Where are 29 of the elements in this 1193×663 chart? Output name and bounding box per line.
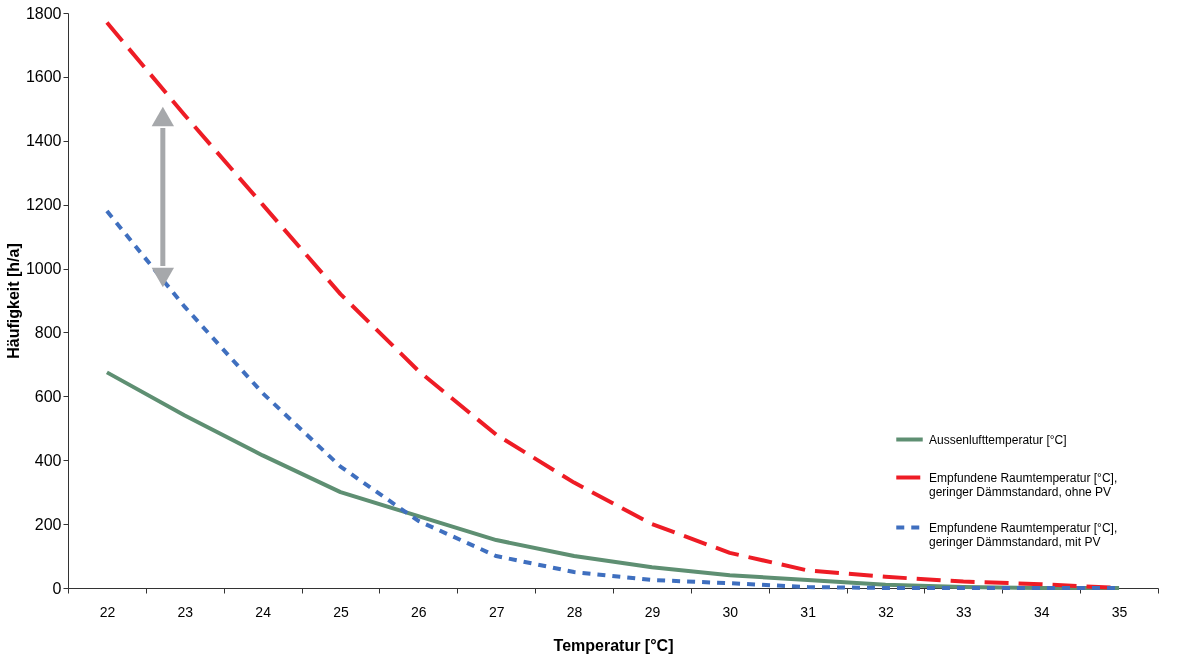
y-tick-label: 1200	[25, 196, 62, 214]
x-tick-label: 32	[878, 603, 894, 620]
legend-label: Empfundene Raumtemperatur [°C], geringer Dämmstandard, ohne PV	[929, 470, 1118, 499]
y-tick-label: 1400	[25, 132, 62, 150]
x-tick-label: 33	[956, 603, 972, 620]
x-tick-label: 30	[722, 603, 739, 620]
y-tick-label: 1000	[25, 260, 62, 278]
y-tick-label: 200	[34, 515, 62, 533]
y-axis-title: Häufigkeit [h/a]	[4, 243, 22, 359]
x-tick-label: 26	[411, 603, 427, 620]
x-tick-label: 27	[488, 603, 505, 620]
y-tick-label: 1800	[25, 4, 62, 22]
x-tick-label: 23	[177, 603, 194, 620]
x-tick-label: 22	[99, 603, 116, 620]
y-tick-label: 400	[34, 451, 62, 469]
x-tick-label: 29	[644, 603, 661, 620]
y-tick-label: 800	[34, 323, 62, 341]
y-tick-label: 0	[52, 579, 62, 597]
y-tick-label: 1600	[25, 68, 62, 86]
x-tick-label: 31	[800, 603, 817, 620]
x-tick-label: 25	[333, 603, 349, 620]
x-tick-label: 24	[255, 603, 272, 620]
x-tick-label: 35	[1111, 603, 1128, 620]
x-tick-label: 28	[566, 603, 583, 620]
legend-label: Aussenlufttemperatur [°C]	[929, 432, 1067, 447]
y-tick-label: 600	[34, 387, 62, 405]
legend-label: Empfundene Raumtemperatur [°C], geringer Dämmstandard, mit PV	[929, 520, 1118, 549]
x-tick-label: 34	[1033, 603, 1050, 620]
x-axis-title: Temperatur [°C]	[553, 636, 674, 654]
